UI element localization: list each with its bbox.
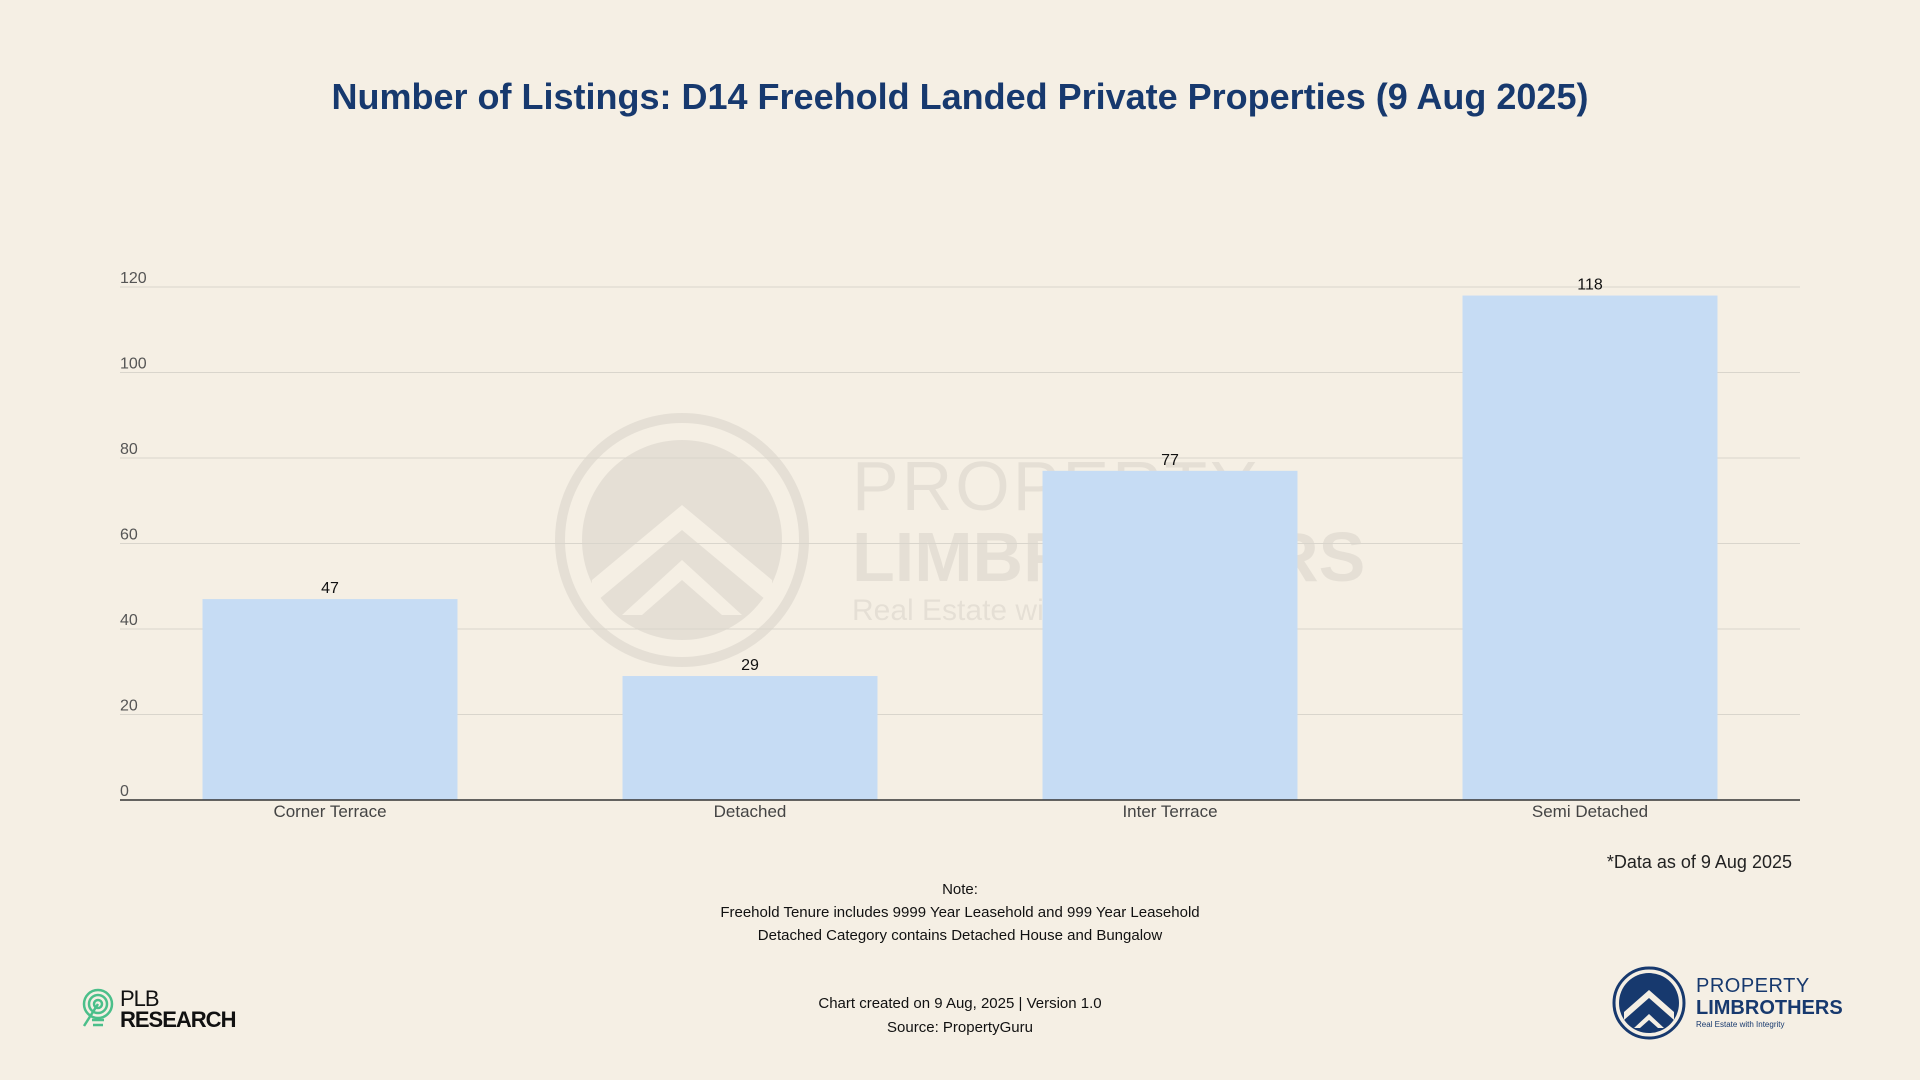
bar — [1042, 470, 1298, 800]
bar — [1462, 295, 1718, 800]
y-tick-label: 20 — [120, 698, 138, 715]
plb-logo-line1: PLB — [120, 986, 160, 1011]
brand-line1: PROPERTY — [1696, 975, 1810, 997]
property-limbrothers-logo: PROPERTY LIMBROTHERS Real Estate with In… — [1612, 966, 1843, 1040]
y-tick-label: 80 — [120, 441, 138, 458]
data-label: 77 — [1161, 452, 1179, 469]
plb-logo-line2: RESEARCH — [120, 1007, 236, 1032]
x-tick-label: Inter Terrace — [1122, 802, 1217, 821]
note-heading: Note: — [942, 881, 978, 898]
note-line-1: Freehold Tenure includes 9999 Year Lease… — [720, 904, 1200, 921]
source-text: Source: PropertyGuru — [887, 1019, 1033, 1036]
brand-line2: LIMBROTHERS — [1696, 997, 1843, 1019]
x-tick-label: Corner Terrace — [273, 802, 386, 821]
watermark-emblem-icon — [555, 413, 809, 667]
data-label: 29 — [741, 657, 759, 674]
note-block: Note: Freehold Tenure includes 9999 Year… — [0, 878, 1920, 947]
chart-title: Number of Listings: D14 Freehold Landed … — [331, 76, 1589, 117]
y-tick-label: 0 — [120, 783, 129, 800]
y-tick-label: 40 — [120, 612, 138, 629]
lightbulb-target-icon — [82, 988, 114, 1027]
y-tick-label: 60 — [120, 527, 138, 544]
data-label: 47 — [321, 580, 339, 597]
bar — [622, 676, 878, 800]
house-emblem-icon — [1612, 966, 1686, 1040]
y-tick-label: 100 — [120, 356, 147, 373]
bar — [202, 599, 458, 800]
chart-created-text: Chart created on 9 Aug, 2025 | Version 1… — [818, 995, 1102, 1012]
x-tick-label: Semi Detached — [1532, 802, 1648, 821]
plb-research-logo: PLB RESEARCH — [80, 986, 236, 1032]
data-label: 118 — [1577, 277, 1603, 294]
note-line-2: Detached Category contains Detached Hous… — [757, 927, 1163, 944]
data-as-of-note: *Data as of 9 Aug 2025 — [1606, 852, 1792, 872]
y-tick-label: 120 — [120, 270, 147, 287]
brand-tagline: Real Estate with Integrity — [1696, 1020, 1785, 1029]
x-tick-label: Detached — [714, 802, 787, 821]
footer: Chart created on 9 Aug, 2025 | Version 1… — [0, 992, 1920, 1040]
